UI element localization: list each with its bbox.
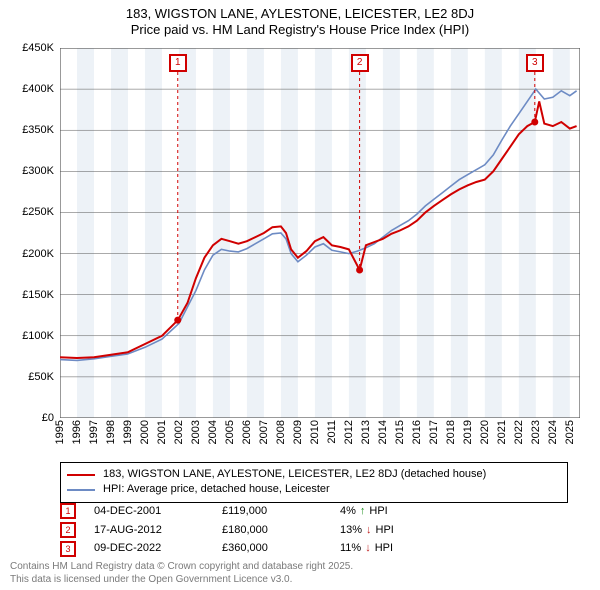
sale-row-marker: 1 [60,503,76,519]
x-axis-tick-label: 2008 [275,420,287,444]
x-axis-tick-label: 2004 [207,420,219,444]
y-axis-tick-label: £200K [22,248,54,260]
x-axis-tick-label: 2005 [224,420,236,444]
x-axis-tick-label: 2020 [479,420,491,444]
x-axis-tick-label: 2007 [258,420,270,444]
x-axis-tick-label: 2000 [139,420,151,444]
sale-row-hpi: 13%↓HPI [340,521,394,540]
sale-table: 104-DEC-2001£119,0004%↑HPI217-AUG-2012£1… [60,502,568,558]
sale-row-hpi-suffix: HPI [376,521,394,540]
legend-row-property: 183, WIGSTON LANE, AYLESTONE, LEICESTER,… [67,467,561,482]
sale-row-hpi-suffix: HPI [375,539,393,558]
sale-row: 2 17-AUG-2012 £180,000 13%↓HPI [60,521,568,540]
x-axis-tick-label: 2011 [326,420,338,444]
x-axis-tick-label: 2023 [530,420,542,444]
x-axis-tick-label: 1996 [71,420,83,444]
y-axis-tick-label: £300K [22,165,54,177]
x-axis-tick-label: 2006 [241,420,253,444]
footer-line-1: Contains HM Land Registry data © Crown c… [10,561,353,574]
sale-row-hpi-suffix: HPI [369,502,387,521]
sale-row-hpi-pct: 13% [340,521,362,540]
x-axis-tick-label: 2019 [462,420,474,444]
x-axis-tick-label: 2013 [360,420,372,444]
arrow-down-icon: ↓ [366,521,372,540]
legend-swatch-property [67,474,95,476]
x-axis-tick-label: 2002 [173,420,185,444]
sale-row-hpi-pct: 4% [340,502,356,521]
sale-row-hpi: 11%↓HPI [340,539,393,558]
legend: 183, WIGSTON LANE, AYLESTONE, LEICESTER,… [60,462,568,503]
y-axis-tick-label: £250K [22,206,54,218]
title-main: 183, WIGSTON LANE, AYLESTONE, LEICESTER,… [0,6,600,22]
y-axis-tick-label: £150K [22,289,54,301]
x-axis-tick-label: 1998 [105,420,117,444]
sale-row-marker: 3 [60,541,76,557]
sale-marker-3: 3 [526,54,544,72]
y-axis-tick-label: £350K [22,124,54,136]
x-axis-tick-label: 2009 [292,420,304,444]
sale-marker-2: 2 [351,54,369,72]
y-axis-tick-label: £50K [28,371,54,383]
y-axis-tick-label: £450K [22,42,54,54]
sale-row-price: £119,000 [222,502,322,521]
sale-row-hpi: 4%↑HPI [340,502,388,521]
x-axis-tick-label: 2003 [190,420,202,444]
x-axis-tick-label: 2015 [394,420,406,444]
x-axis-tick-label: 2001 [156,420,168,444]
sale-row-price: £360,000 [222,539,322,558]
legend-row-hpi: HPI: Average price, detached house, Leic… [67,482,561,497]
x-axis-tick-label: 1995 [54,420,66,444]
footer: Contains HM Land Registry data © Crown c… [10,561,353,586]
footer-line-2: This data is licensed under the Open Gov… [10,574,353,587]
sale-row-date: 17-AUG-2012 [94,521,204,540]
legend-swatch-hpi [67,489,95,491]
x-axis-tick-label: 2016 [411,420,423,444]
x-axis-tick-label: 1997 [88,420,100,444]
sale-row-price: £180,000 [222,521,322,540]
x-axis-tick-label: 2014 [377,420,389,444]
legend-label-property: 183, WIGSTON LANE, AYLESTONE, LEICESTER,… [103,467,486,482]
sale-row-marker: 2 [60,522,76,538]
x-axis-tick-label: 2024 [547,420,559,444]
sale-row: 1 04-DEC-2001 £119,000 4%↑HPI [60,502,568,521]
sale-marker-1: 1 [169,54,187,72]
sale-row-hpi-pct: 11% [340,539,361,558]
title-sub: Price paid vs. HM Land Registry's House … [0,22,600,38]
x-axis-tick-label: 2021 [496,420,508,444]
sale-row-date: 04-DEC-2001 [94,502,204,521]
x-axis-tick-label: 2010 [309,420,321,444]
chart-area [60,48,580,418]
y-axis-tick-label: £400K [22,83,54,95]
x-axis-tick-label: 2022 [513,420,525,444]
x-axis-tick-label: 2025 [564,420,576,444]
x-axis-tick-label: 2018 [445,420,457,444]
x-axis-tick-label: 1999 [122,420,134,444]
legend-label-hpi: HPI: Average price, detached house, Leic… [103,482,330,497]
arrow-down-icon: ↓ [365,539,371,558]
y-axis-tick-label: £0 [42,412,54,424]
chart-svg [60,48,580,418]
y-axis-tick-label: £100K [22,330,54,342]
x-axis-tick-label: 2017 [428,420,440,444]
x-axis-tick-label: 2012 [343,420,355,444]
chart-titles: 183, WIGSTON LANE, AYLESTONE, LEICESTER,… [0,0,600,39]
sale-row-date: 09-DEC-2022 [94,539,204,558]
sale-row: 3 09-DEC-2022 £360,000 11%↓HPI [60,539,568,558]
arrow-up-icon: ↑ [360,502,366,521]
